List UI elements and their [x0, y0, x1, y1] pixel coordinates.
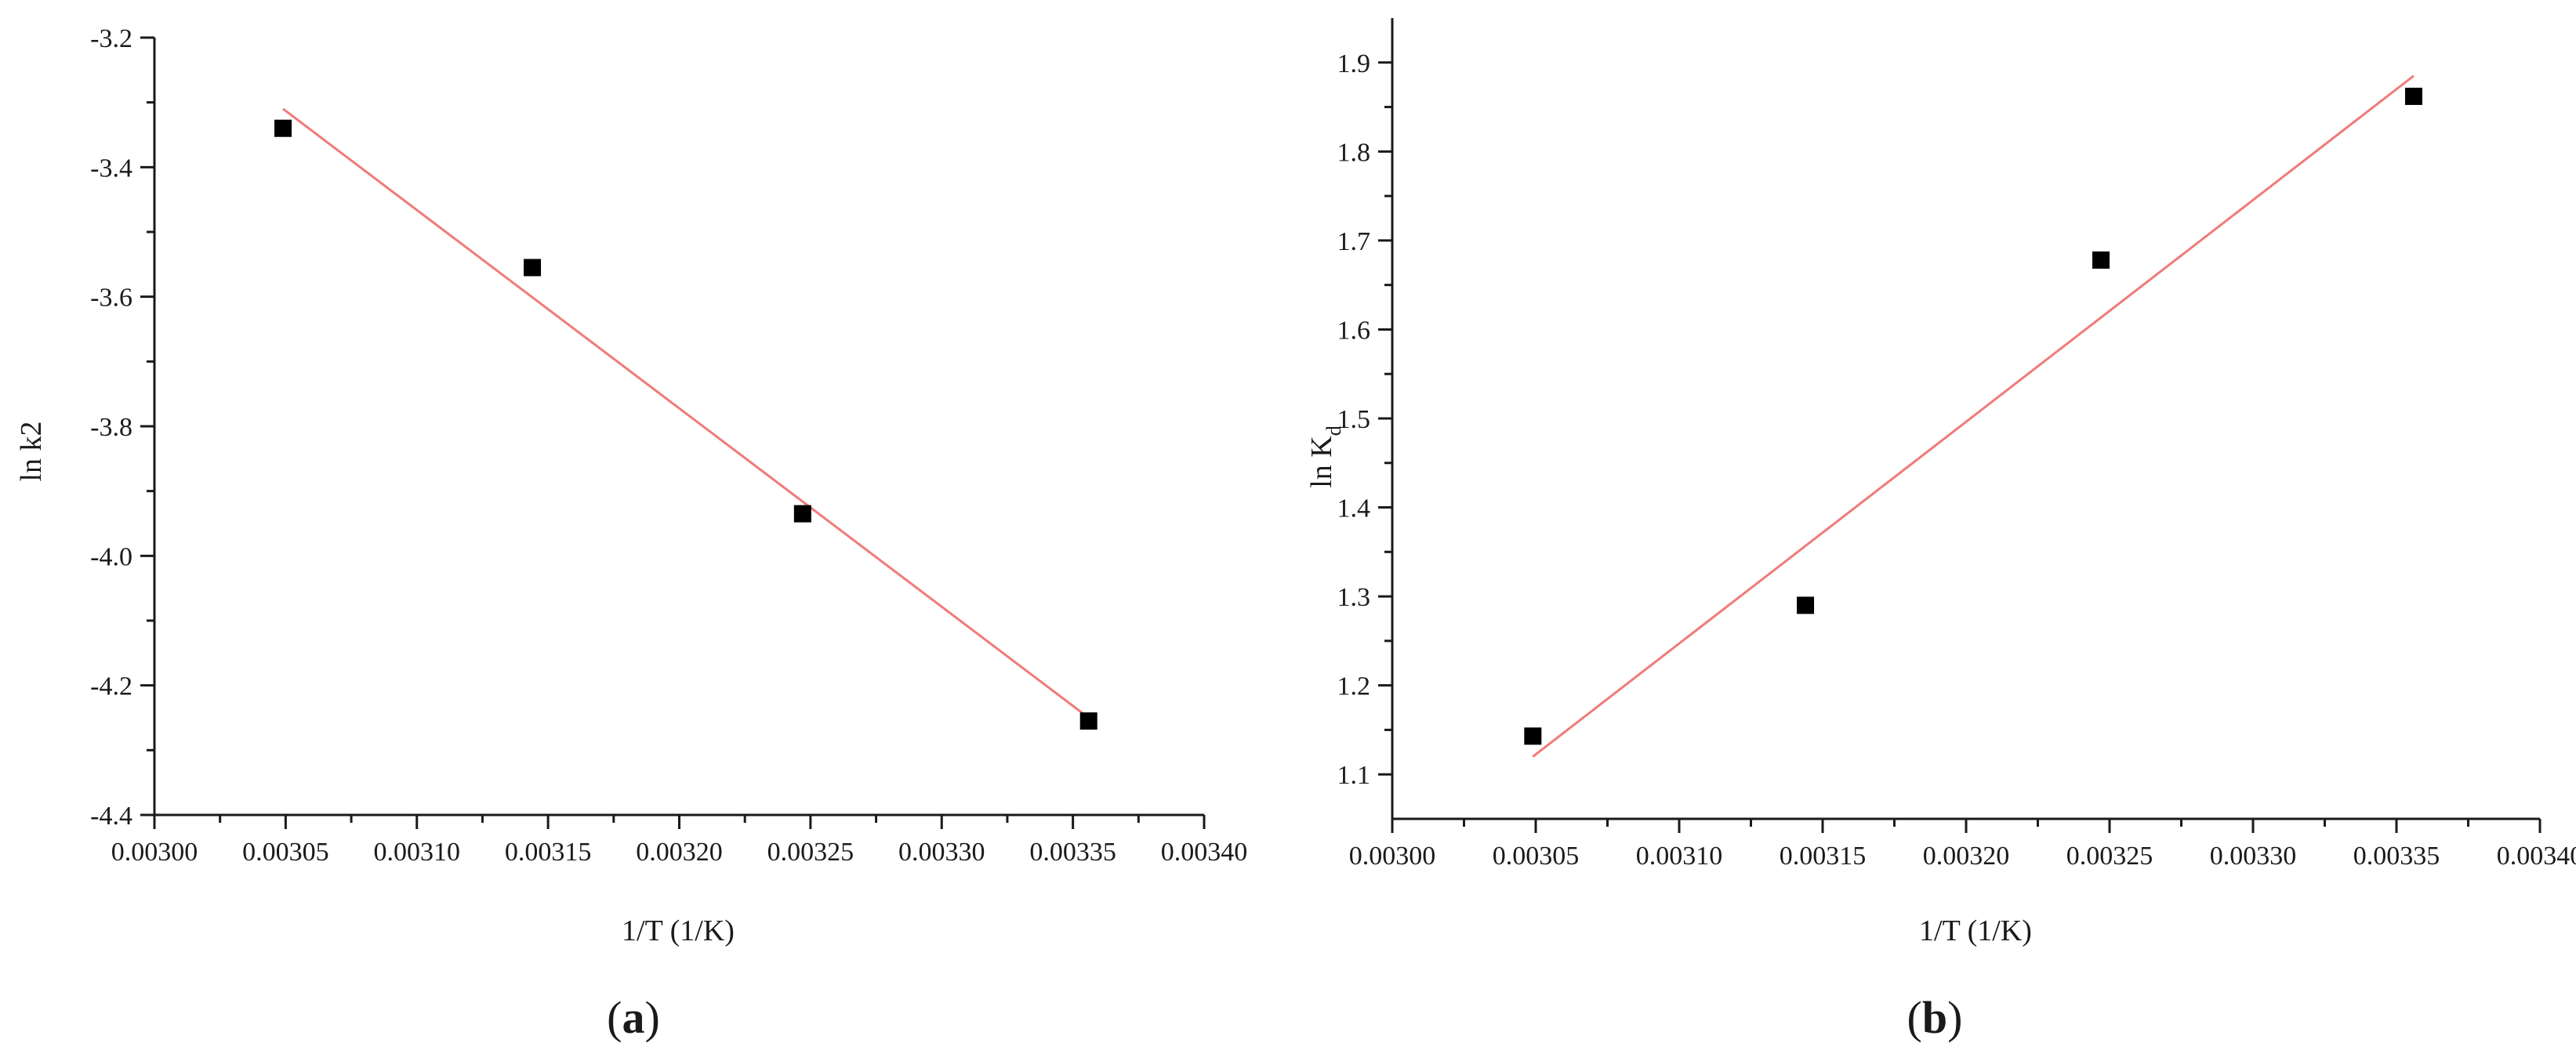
panel-a-y-tick-label: -4.0 — [90, 542, 132, 571]
panel-a-data-point — [794, 505, 811, 523]
panel-b-y-axis-title-sub: d — [1322, 425, 1345, 436]
panel-a-y-tick-label: -3.4 — [90, 154, 132, 183]
panel-a-label-open: ( — [607, 992, 622, 1043]
panel-b-x-tick-label: 0.00310 — [1636, 842, 1723, 871]
panel-b-label-letter: b — [1922, 992, 1947, 1043]
panel-a-x-tick-label: 0.00330 — [898, 838, 985, 867]
panel-a-x-axis-title: 1/T (1/K) — [622, 914, 735, 947]
panel-b-data-point — [2092, 252, 2110, 269]
panel-b-x-tick-label: 0.00340 — [2497, 842, 2576, 871]
panel-a-y-tick-label: -4.2 — [90, 672, 132, 701]
panel-a-y-tick-label: -3.8 — [90, 413, 132, 442]
panel-b-y-tick-label: 1.4 — [1337, 494, 1371, 523]
panel-b-y-tick-label: 1.3 — [1337, 583, 1371, 612]
panel-a-label-letter: a — [622, 992, 645, 1043]
panel-b-x-tick-label: 0.00320 — [1923, 842, 2010, 871]
panel-b-x-tick-label: 0.00305 — [1493, 842, 1580, 871]
panel-b-label-close: ) — [1947, 992, 1962, 1043]
panel-b-x-tick-label: 0.00315 — [1780, 842, 1867, 871]
panel-a-x-tick-label: 0.00320 — [636, 838, 723, 867]
panel-b-y-tick-label: 1.9 — [1337, 49, 1371, 78]
panel-b-data-point — [1524, 727, 1541, 744]
panel-b-y-tick-label: 1.2 — [1337, 672, 1371, 701]
panel-b-label: (b) — [1907, 992, 1963, 1043]
panel-b-x-tick-label: 0.00325 — [2066, 842, 2153, 871]
panel-b-y-tick-label: 1.8 — [1337, 138, 1371, 167]
panel-a-x-tick-label: 0.00335 — [1029, 838, 1116, 867]
panel-b-x-axis-title: 1/T (1/K) — [1919, 914, 2032, 947]
panel-b-y-tick-label: 1.7 — [1337, 227, 1371, 256]
panel-b-data-point — [2405, 88, 2422, 105]
panel-b-x-tick-label: 0.00330 — [2210, 842, 2297, 871]
panel-a-label: (a) — [607, 992, 660, 1043]
panel-a-y-tick-label: -4.4 — [90, 802, 132, 831]
panel-a-y-axis-title: ln k2 — [15, 421, 48, 481]
panel-b-label-open: ( — [1907, 992, 1922, 1043]
panel-b-y-tick-label: 1.6 — [1337, 316, 1371, 345]
panel-a-x-tick-label: 0.00325 — [767, 838, 854, 867]
panel-a-data-point — [524, 259, 541, 276]
panel-a-x-tick-label: 0.00300 — [111, 838, 198, 867]
panel-a-label-close: ) — [645, 992, 660, 1043]
panel-b-y-axis-title-main: ln K — [1305, 436, 1338, 488]
panel-b-y-tick-label: 1.1 — [1337, 761, 1371, 790]
panel-a-y-axis-title-main: ln k2 — [15, 421, 48, 481]
panel-a-data-point — [274, 120, 292, 137]
panel-a-y-tick-label: -3.2 — [90, 24, 132, 53]
panel-a-x-tick-label: 0.00340 — [1161, 838, 1248, 867]
panel-b-x-tick-label: 0.00300 — [1349, 842, 1436, 871]
panel-a-x-tick-label: 0.00315 — [505, 838, 592, 867]
panel-b-x-tick-label: 0.00335 — [2353, 842, 2440, 871]
panel-a-y-tick-label: -3.6 — [90, 284, 132, 313]
panel-a-x-tick-label: 0.00305 — [242, 838, 329, 867]
panel-a-x-tick-label: 0.00310 — [374, 838, 461, 867]
panel-a-data-point — [1080, 712, 1098, 730]
panel-b-data-point — [1797, 596, 1814, 614]
